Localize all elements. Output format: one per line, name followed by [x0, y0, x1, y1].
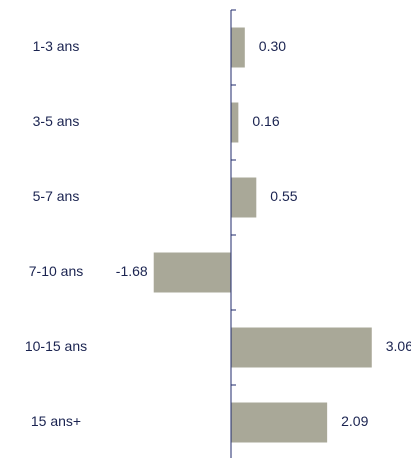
value-label: 3.06	[386, 338, 411, 354]
value-label: 0.30	[259, 38, 286, 54]
value-label: 0.55	[270, 188, 297, 204]
bar	[153, 252, 231, 293]
value-label: -1.68	[116, 263, 148, 279]
value-label: 2.09	[341, 413, 368, 429]
category-label: 10-15 ans	[25, 338, 87, 354]
value-label: 0.16	[252, 113, 279, 129]
category-label: 7-10 ans	[29, 263, 83, 279]
category-label: 3-5 ans	[33, 113, 80, 129]
category-label: 5-7 ans	[33, 188, 80, 204]
bar	[231, 177, 257, 218]
category-label: 1-3 ans	[33, 38, 80, 54]
bar	[231, 327, 372, 368]
bar	[231, 27, 245, 68]
category-label: 15 ans+	[31, 413, 81, 429]
bar	[231, 402, 328, 443]
bar	[231, 102, 239, 143]
